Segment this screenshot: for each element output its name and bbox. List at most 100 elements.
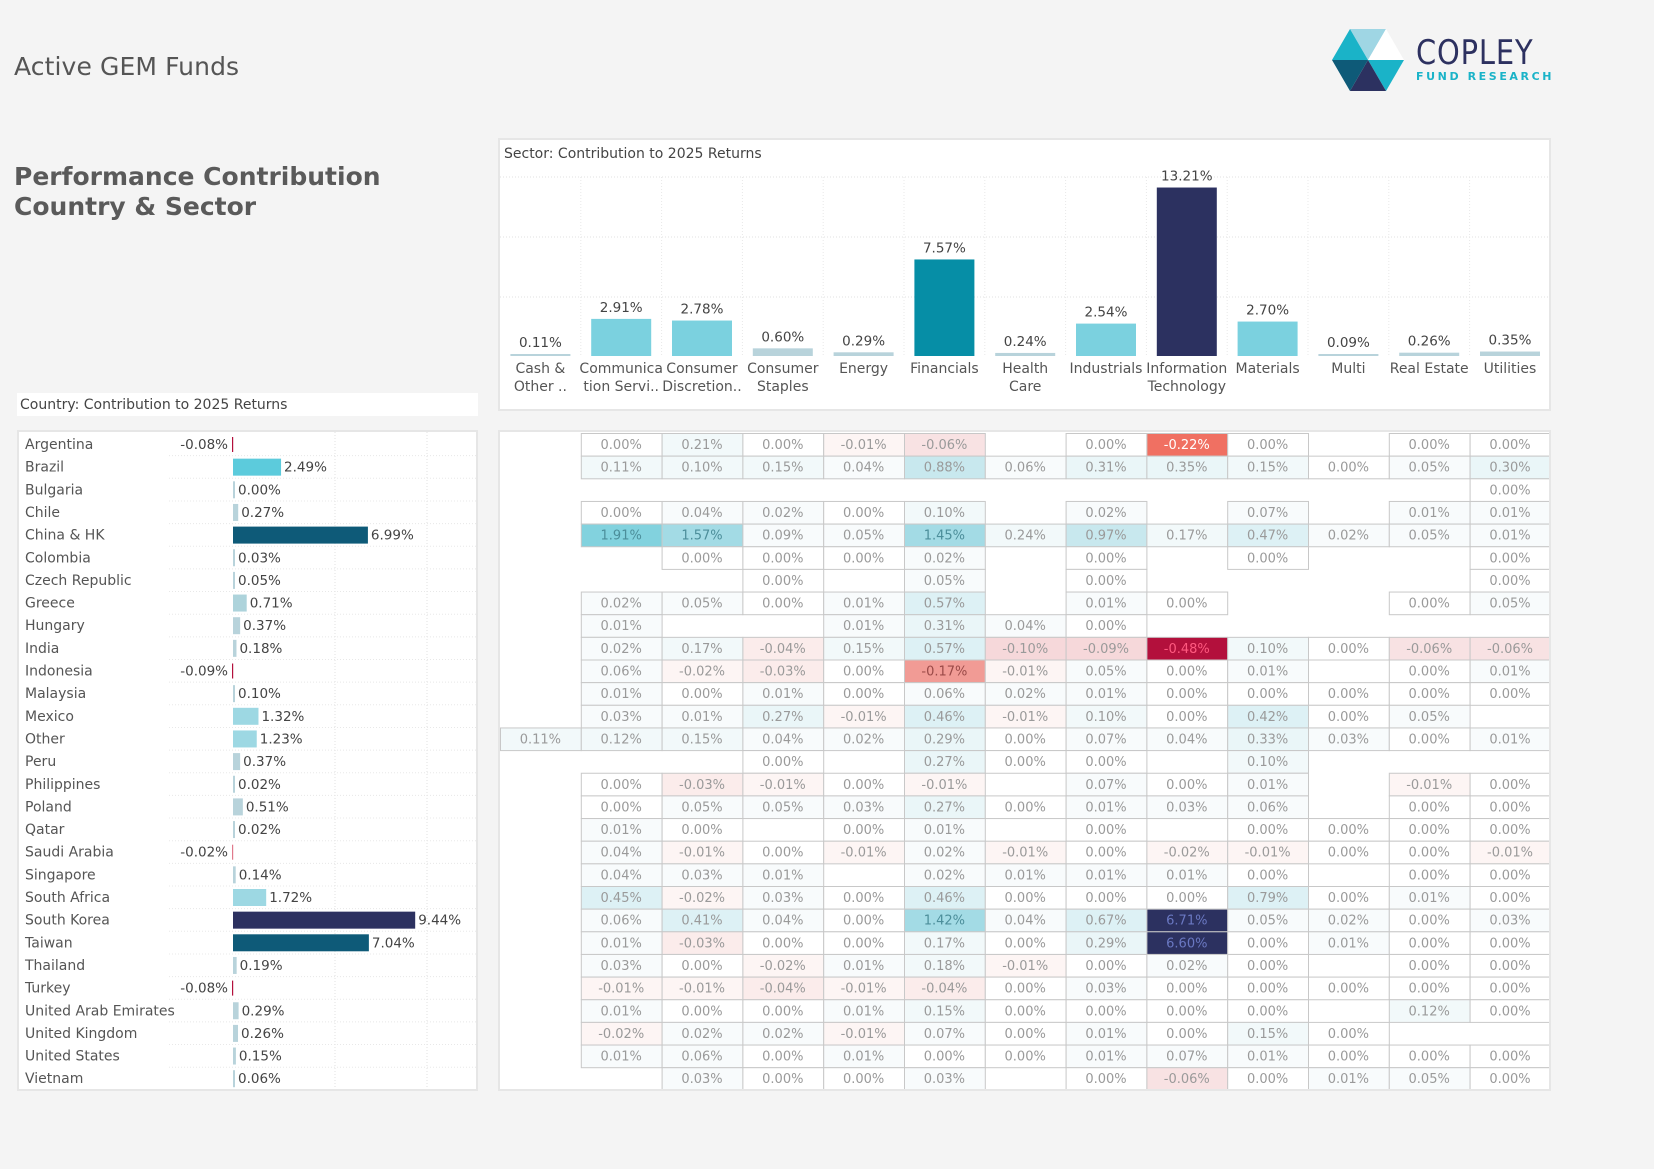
- country-label: Other: [25, 731, 65, 747]
- heatmap-cell-label: 0.31%: [1085, 461, 1126, 476]
- heatmap-cell-label: 0.03%: [601, 959, 642, 974]
- heatmap-cell-label: 0.00%: [762, 438, 803, 453]
- heatmap-cell-label: 0.00%: [1489, 800, 1530, 815]
- heatmap-cell-label: -0.01%: [921, 778, 967, 793]
- heatmap-panel: 0.00% 0.21% 0.00% -0.01% -0.06% 0.00% -0.22% 0.…: [498, 430, 1551, 1091]
- country-label: Peru: [25, 754, 56, 770]
- country-value-label: 0.15%: [239, 1049, 282, 1065]
- sector-bar: [591, 318, 652, 356]
- country-bar: [232, 844, 234, 860]
- heatmap-cell-label: 0.07%: [1166, 1050, 1207, 1065]
- country-value-label: 0.02%: [238, 822, 281, 838]
- country-label: South Africa: [25, 890, 110, 906]
- heatmap-cell-label: 0.03%: [843, 800, 884, 815]
- heatmap-cell-label: 0.00%: [1489, 483, 1530, 498]
- heatmap-cell-label: 0.00%: [681, 1004, 722, 1019]
- sector-value-label: 2.70%: [1246, 303, 1289, 319]
- sector-category-label: Consumer: [747, 361, 819, 377]
- heatmap-cell-label: 0.00%: [1409, 687, 1450, 702]
- sector-category-label: Materials: [1236, 361, 1300, 377]
- heatmap-cell-label: 0.15%: [1247, 1027, 1288, 1042]
- sector-bar: [1076, 323, 1136, 356]
- country-bar-chart: Argentina -0.08% Brazil 2.49% Bulgaria 0.00% C…: [24, 432, 476, 1089]
- sector-value-label: 0.35%: [1489, 333, 1532, 349]
- heatmap-cell-label: 0.00%: [1166, 1004, 1207, 1019]
- sector-category-label: Health: [1002, 361, 1048, 377]
- heatmap-cell-label: 0.30%: [1489, 461, 1530, 476]
- heatmap-cell-label: -0.06%: [1487, 642, 1533, 657]
- heatmap-cell-label: 0.05%: [1409, 1072, 1450, 1087]
- heatmap-cell-label: 0.00%: [762, 846, 803, 861]
- country-bar: [233, 594, 247, 612]
- logo-name: COPLEY: [1416, 33, 1534, 73]
- heatmap-cell-label: 0.31%: [924, 619, 965, 634]
- heatmap-cell-label: -0.01%: [841, 982, 887, 997]
- heatmap-cell: [1469, 682, 1549, 706]
- heatmap-cell-label: 0.05%: [762, 800, 803, 815]
- heatmap-cell-label: 0.04%: [1166, 732, 1207, 747]
- heatmap-cell-label: -0.01%: [760, 778, 806, 793]
- heatmap-cell-label: 0.00%: [1409, 914, 1450, 929]
- heatmap-cell-label: 0.00%: [681, 687, 722, 702]
- heatmap-cell-label: 0.06%: [601, 665, 642, 680]
- heatmap-cell-label: 0.00%: [924, 1050, 965, 1065]
- heatmap-cell-label: 0.03%: [1489, 914, 1530, 929]
- heatmap-cell-label: 0.00%: [1489, 982, 1530, 997]
- heatmap-cell-label: 0.00%: [1328, 1027, 1369, 1042]
- heatmap-cell-label: 0.46%: [924, 891, 965, 906]
- heatmap-cell-label: 0.10%: [924, 506, 965, 521]
- country-bar: [233, 707, 259, 725]
- heatmap-cell-label: 0.00%: [1085, 1072, 1126, 1087]
- heatmap-cell-label: 0.18%: [924, 959, 965, 974]
- sector-bar: [510, 354, 571, 356]
- heatmap-cell-label: 0.00%: [1409, 665, 1450, 680]
- heatmap-cell-label: 0.00%: [1409, 823, 1450, 838]
- heatmap-cell-label: 0.00%: [1085, 551, 1126, 566]
- country-value-label: 0.03%: [238, 550, 281, 566]
- heatmap-cell-label: 0.01%: [762, 868, 803, 883]
- country-label: Argentina: [25, 437, 93, 453]
- country-bar: [233, 549, 235, 567]
- heatmap-cell-label: 0.00%: [843, 778, 884, 793]
- country-value-label: -0.09%: [180, 664, 228, 680]
- heatmap-cell-label: 0.00%: [1005, 936, 1046, 951]
- heatmap-cell-label: 0.02%: [601, 597, 642, 612]
- sector-category-label: Consumer: [666, 361, 738, 377]
- heatmap-cell-label: 0.00%: [1489, 1004, 1530, 1019]
- heatmap-cell-label: 0.02%: [762, 1027, 803, 1042]
- heatmap-cell-label: 0.11%: [520, 732, 561, 747]
- country-bar: [233, 526, 368, 544]
- heatmap-cell-label: -0.02%: [679, 665, 725, 680]
- heatmap-cell-label: 0.57%: [924, 597, 965, 612]
- heatmap-cell-label: 0.00%: [601, 800, 642, 815]
- heatmap-cell-label: 0.01%: [1085, 868, 1126, 883]
- heatmap-cell-label: -0.01%: [1487, 846, 1533, 861]
- country-label: Colombia: [25, 550, 91, 566]
- heatmap-cell-label: 0.01%: [1489, 732, 1530, 747]
- sector-category-label: Communica: [579, 361, 663, 377]
- heatmap-cell-label: 0.00%: [1409, 982, 1450, 997]
- heatmap-cell-label: 0.00%: [1489, 778, 1530, 793]
- heatmap-cell-label: 0.00%: [1247, 551, 1288, 566]
- heatmap-cell-label: -0.09%: [1083, 642, 1129, 657]
- heatmap-cell-label: 0.00%: [843, 506, 884, 521]
- country-bar: [233, 911, 416, 929]
- heatmap-cell-label: -0.01%: [679, 982, 725, 997]
- heatmap-cell-label: 0.03%: [681, 1072, 722, 1087]
- heatmap-cell-label: 0.21%: [681, 438, 722, 453]
- heatmap-cell-label: 0.41%: [681, 914, 722, 929]
- sector-category-label: Industrials: [1070, 361, 1143, 377]
- sector-category-label: Discretion..: [662, 379, 741, 395]
- country-value-label: 0.06%: [238, 1071, 281, 1087]
- heatmap-cell-label: 0.24%: [1005, 529, 1046, 544]
- heatmap-cell-label: 0.17%: [1166, 529, 1207, 544]
- heatmap-cell-label: 0.00%: [1409, 936, 1450, 951]
- heatmap-cell-label: 0.00%: [1005, 800, 1046, 815]
- heatmap-cell-label: 0.00%: [1489, 551, 1530, 566]
- heatmap-cell-label: 0.00%: [762, 755, 803, 770]
- country-label: Qatar: [25, 822, 65, 838]
- country-bar: [233, 934, 369, 952]
- heatmap-cell-label: 0.00%: [1005, 732, 1046, 747]
- heatmap-cell-label: 0.07%: [1085, 732, 1126, 747]
- country-label: Brazil: [25, 460, 64, 476]
